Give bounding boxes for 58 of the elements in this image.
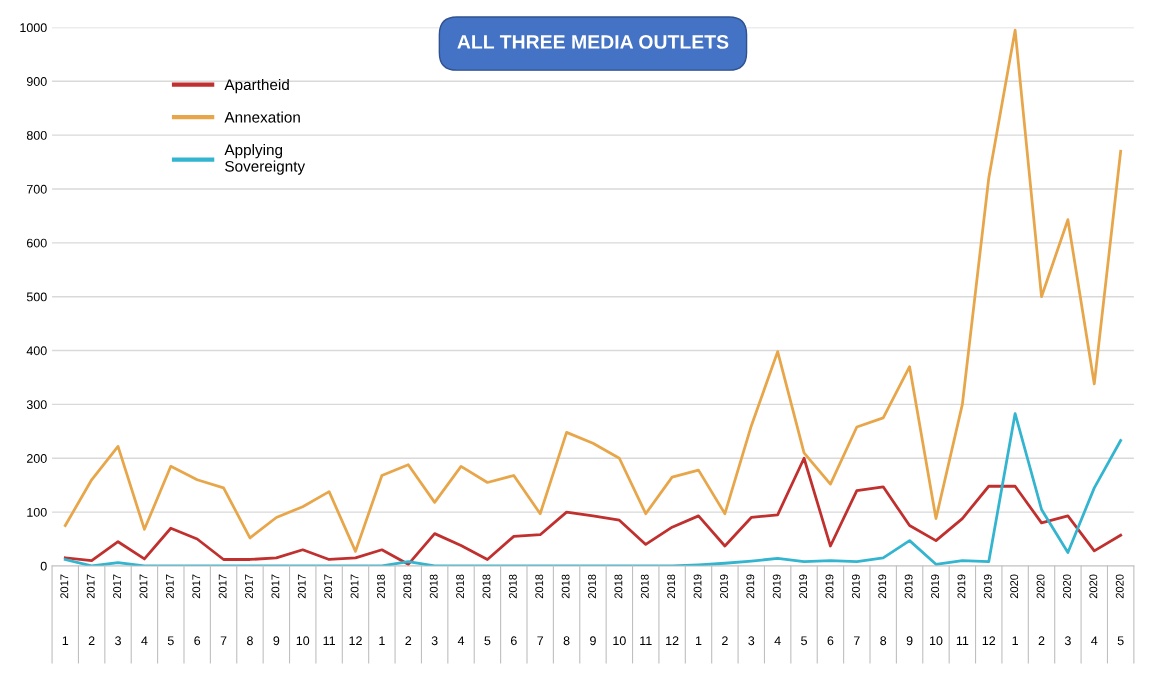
category-label: 2017 11 [323, 574, 335, 646]
category-label: 2019 6 [825, 574, 834, 646]
category-label: 2019 5 [799, 574, 808, 646]
category-label: 2018 2 [403, 574, 412, 646]
category-label: 2017 5 [165, 574, 174, 646]
y-tick-label: 100 [27, 507, 47, 517]
y-tick-label: 400 [26, 346, 47, 356]
line-series [63, 456, 1123, 566]
category-label: 2018 3 [429, 574, 438, 646]
category-label: 2018 1 [377, 574, 385, 646]
category-label: 2019 9 [904, 574, 913, 646]
legend-label: Apartheid [224, 78, 289, 94]
y-tick-label: 500 [26, 292, 47, 302]
category-label: 2020 4 [1089, 574, 1098, 646]
category-label: 2019 11 [956, 574, 969, 646]
category-label: 2018 7 [535, 574, 544, 646]
category-label: 2017 8 [245, 574, 253, 646]
category-label: 2019 10 [929, 574, 943, 646]
category-label: 2018 6 [508, 574, 517, 646]
category-label: 2019 8 [878, 574, 887, 646]
legend-label: Applying Sovereignty [224, 144, 306, 175]
category-label: 2017 10 [296, 574, 310, 646]
category-label: 2018 11 [640, 574, 652, 646]
category-label: 2017 12 [349, 574, 362, 646]
category-label: 2018 8 [561, 574, 570, 646]
chart-title: ALL THREE MEDIA OUTLETS [457, 35, 729, 49]
category-label: 2019 1 [693, 574, 702, 646]
legend-label: Annexation [224, 111, 300, 123]
category-label: 2018 9 [588, 574, 596, 646]
category-label: 2019 7 [851, 574, 860, 646]
category-label: 2018 10 [613, 574, 626, 646]
category-label: 2019 3 [746, 574, 755, 646]
category-label: 2020 3 [1063, 574, 1071, 646]
category-label: 2017 9 [271, 574, 280, 646]
category-label: 2017 7 [218, 574, 227, 646]
category-label: 2019 12 [982, 574, 996, 646]
category-label: 2020 2 [1036, 574, 1045, 646]
y-tick-label: 700 [26, 184, 47, 194]
y-tick-label: 600 [26, 238, 47, 248]
category-label: 2018 12 [666, 574, 679, 646]
category-label: 2018 4 [456, 574, 465, 646]
category-label: 2017 1 [60, 574, 69, 646]
category-label: 2020 5 [1115, 574, 1124, 646]
category-label: 2019 2 [720, 574, 728, 646]
y-tick-label: 800 [26, 130, 47, 140]
y-tick-label: 200 [26, 454, 47, 463]
y-tick-label: 0 [40, 561, 47, 571]
y-tick-label: 300 [26, 400, 47, 410]
y-tick-label: 1000 [20, 23, 47, 33]
category-label: 2018 5 [482, 574, 491, 646]
category-label: 2017 3 [113, 574, 122, 646]
y-tick-label: 900 [26, 77, 47, 86]
category-label: 2017 4 [139, 574, 148, 646]
category-label: 2020 1 [1010, 574, 1019, 646]
line-series [63, 28, 1123, 553]
category-label: 2017 2 [86, 574, 95, 646]
category-label: 2019 4 [772, 574, 781, 646]
category-label: 2017 6 [192, 574, 201, 646]
